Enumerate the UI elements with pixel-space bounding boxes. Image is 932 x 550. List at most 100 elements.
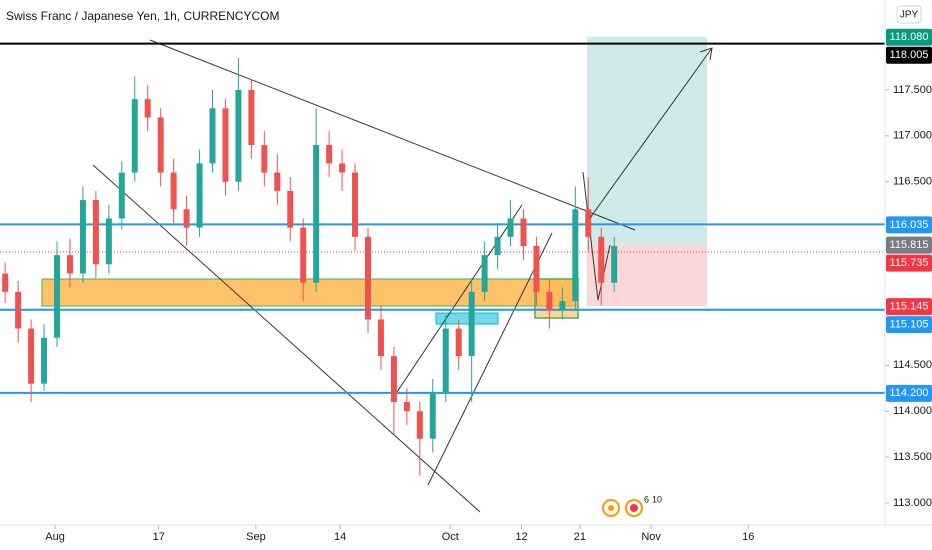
channel-line xyxy=(427,232,553,486)
x-tick-label: Nov xyxy=(641,531,661,543)
y-tick-label: 114.000 xyxy=(893,405,932,417)
candle-body xyxy=(533,245,540,292)
price-badge xyxy=(886,46,932,64)
event-icon-dot xyxy=(630,504,638,512)
candle-body xyxy=(611,245,618,283)
x-tick-label: Oct xyxy=(442,531,459,543)
y-tick-label: 113.000 xyxy=(893,497,932,509)
candle-body xyxy=(118,172,125,219)
candle-body xyxy=(261,145,268,173)
candle-body xyxy=(41,337,48,384)
candle-body xyxy=(54,255,61,338)
currency-button-label[interactable]: JPY xyxy=(900,10,919,21)
candle-body xyxy=(313,145,320,283)
price-badge xyxy=(886,298,932,316)
candle-body xyxy=(92,200,99,265)
candle-body xyxy=(183,209,190,228)
arrow-head xyxy=(699,47,713,61)
candle-body xyxy=(481,255,488,292)
candle-body xyxy=(287,190,294,228)
x-tick-label: Aug xyxy=(45,531,65,543)
candle-body xyxy=(274,172,281,191)
projection-arrow xyxy=(589,47,713,219)
candle-body xyxy=(572,209,579,302)
candle-body xyxy=(520,218,527,246)
chart-title: Swiss Franc / Japanese Yen, 1h, CURRENCY… xyxy=(6,9,279,23)
candle-body xyxy=(2,273,9,292)
candle-body xyxy=(442,328,449,393)
candle-body xyxy=(416,411,423,439)
price-axis-bg xyxy=(885,0,932,550)
candle-body xyxy=(429,392,436,439)
price-badge-label: 118.080 xyxy=(890,31,929,43)
candle-body xyxy=(364,236,371,320)
event-count: 6 xyxy=(644,494,649,504)
candle-body xyxy=(209,108,216,164)
candle-body xyxy=(468,291,475,357)
take-profit-zone xyxy=(587,36,707,245)
candle-body xyxy=(455,328,462,357)
candle-body xyxy=(598,236,605,283)
candle-body xyxy=(235,89,242,182)
trend-line xyxy=(149,39,636,231)
candle-body xyxy=(222,108,229,182)
candle-body xyxy=(196,163,203,228)
price-badge-label: 116.035 xyxy=(890,219,929,231)
event-icon-dot xyxy=(608,505,614,511)
candle-body xyxy=(585,209,592,237)
support-zone xyxy=(41,278,579,307)
price-badge xyxy=(886,316,932,334)
price-badge-label: 118.005 xyxy=(890,49,929,61)
x-tick-label: 16 xyxy=(742,531,754,543)
candle-body xyxy=(170,172,177,210)
candle-body xyxy=(377,319,384,357)
price-badge-label: 115.735 xyxy=(890,257,929,269)
candle-body xyxy=(15,291,22,329)
candle-body xyxy=(390,356,397,403)
channel-line xyxy=(394,204,523,396)
price-badge xyxy=(886,236,932,254)
price-badge-label: 115.815 xyxy=(890,239,929,251)
candle-body xyxy=(157,117,164,173)
candle-body xyxy=(339,163,346,173)
candle-body xyxy=(403,402,410,412)
price-badge xyxy=(886,384,932,402)
price-badge-label: 115.145 xyxy=(890,301,929,313)
candle-body xyxy=(28,328,35,384)
x-tick-label: 14 xyxy=(334,531,346,543)
candle-body xyxy=(300,227,307,283)
x-tick-label: 21 xyxy=(574,531,586,543)
candle-body xyxy=(326,145,333,164)
price-badge xyxy=(886,28,932,46)
y-tick-label: 116.500 xyxy=(893,176,932,188)
x-tick-label: Sep xyxy=(246,531,266,543)
support-zone-box xyxy=(534,278,579,319)
price-badge-label: 115.105 xyxy=(890,319,929,331)
candle-body xyxy=(546,291,553,311)
candle-body xyxy=(144,99,151,118)
candle-body xyxy=(507,218,514,237)
stop-loss-zone xyxy=(587,244,707,307)
x-tick-label: 17 xyxy=(153,531,165,543)
candle-body xyxy=(131,99,138,173)
y-tick-label: 117.000 xyxy=(893,130,932,142)
trend-line xyxy=(92,164,481,513)
candle-body xyxy=(79,200,86,274)
event-icons: 6 10 xyxy=(602,494,662,517)
demand-box xyxy=(435,312,499,325)
price-badge-label: 114.200 xyxy=(890,387,929,399)
candle-body xyxy=(105,218,112,265)
candle-body xyxy=(66,255,73,274)
currency-button[interactable] xyxy=(896,5,922,24)
y-tick-label: 114.500 xyxy=(893,359,932,371)
candle-body xyxy=(559,301,566,311)
price-badge xyxy=(886,254,932,272)
candle-body xyxy=(494,236,501,256)
x-tick-label: 12 xyxy=(515,531,527,543)
candle-body xyxy=(352,172,359,237)
candle-body xyxy=(248,89,255,146)
price-badge xyxy=(886,216,932,234)
drawings xyxy=(41,39,636,513)
